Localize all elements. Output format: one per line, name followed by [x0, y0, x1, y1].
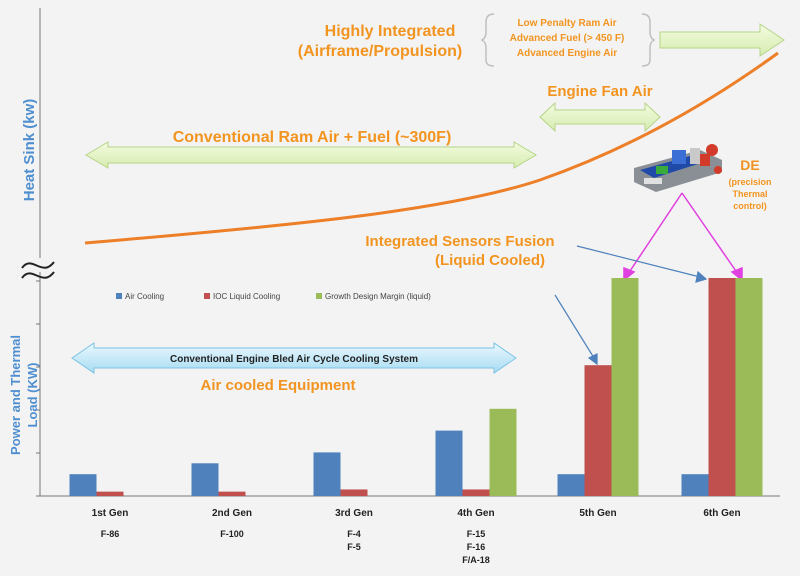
conventional-ram-air-label: Conventional Ram Air + Fuel (~300F): [173, 129, 452, 146]
x-tick-labels: 1st Gen F-86 2nd Gen F-100 3rd Gen F-4 F-5 4th …: [92, 508, 741, 565]
heat-sink-curve: [84, 51, 779, 245]
aircraft-label: F-4: [347, 529, 361, 539]
aircraft-label: F-86: [101, 529, 120, 539]
legend-entry: Growth Design Margin (liquid): [325, 292, 431, 301]
upper-y-label: Heat Sink (kw): [21, 99, 38, 202]
aircraft-label: F-100: [220, 529, 244, 539]
de-pointer-arrows: [623, 192, 743, 282]
x-tick-label: 6th Gen: [703, 508, 740, 519]
bar-ioc-liquid-cooling: [218, 491, 246, 496]
legend-entry: Air Cooling: [125, 292, 164, 301]
bar-air-cooling: [191, 463, 219, 496]
legend-entry: IOC Liquid Cooling: [213, 292, 280, 301]
lower-y-label-line-2: Load (KW): [25, 363, 40, 428]
sensors-pointer-arrows: [554, 245, 708, 366]
legend-swatch: [116, 293, 122, 299]
bar-growth-margin: [735, 278, 763, 496]
bar-ioc-liquid-cooling: [96, 491, 124, 496]
bar-group: [69, 278, 763, 496]
bar-air-cooling: [313, 452, 341, 496]
de-label-title: DE: [740, 157, 759, 173]
bar-growth-margin: [611, 278, 639, 496]
axis-break-mark-bottom: [21, 271, 55, 279]
lower-y-ticks: [36, 280, 40, 497]
legend-swatch: [316, 293, 322, 299]
de-label-line-4: control): [733, 201, 767, 211]
sensors-fusion-label-line-1: Integrated Sensors Fusion: [365, 233, 554, 250]
bar-air-cooling: [435, 430, 463, 496]
bar-ioc-liquid-cooling: [462, 489, 490, 496]
bar-ioc-liquid-cooling: [708, 278, 736, 496]
lower-y-label-line-1: Power and Thermal: [8, 335, 23, 455]
bar-ioc-liquid-cooling: [584, 365, 612, 496]
air-cooled-equipment-label: Air cooled Equipment: [200, 377, 355, 394]
chart-legend: Air Cooling IOC Liquid Cooling Growth Desi…: [116, 292, 431, 301]
advanced-box-line-3: Advanced Engine Air: [517, 48, 617, 59]
bled-air-arrow: [71, 342, 517, 374]
conventional-ram-air-arrow: [85, 141, 537, 169]
advanced-bracket-right: [641, 13, 656, 67]
de-label-line-3: Thermal: [732, 189, 767, 199]
de-device-illustration: [634, 144, 722, 192]
x-tick-label: 5th Gen: [579, 508, 616, 519]
aircraft-label: F-5: [347, 542, 361, 552]
x-tick-label: 2nd Gen: [212, 508, 252, 519]
aircraft-label: F-15: [467, 529, 486, 539]
x-tick-label: 3rd Gen: [335, 508, 373, 519]
bar-air-cooling: [557, 474, 585, 496]
advanced-box-line-1: Low Penalty Ram Air: [517, 18, 616, 29]
advanced-bracket-left: [480, 13, 495, 67]
de-label-line-2: (precision: [728, 177, 771, 187]
engine-fan-air-arrow: [539, 101, 661, 133]
bar-air-cooling: [681, 474, 709, 496]
x-tick-label: 4th Gen: [457, 508, 494, 519]
legend-swatch: [204, 293, 210, 299]
sensors-fusion-label-line-2: (Liquid Cooled): [435, 252, 545, 269]
advanced-box-line-2: Advanced Fuel (> 450 F): [510, 33, 625, 44]
advanced-arrow: [659, 23, 785, 57]
highly-integrated-label-line-1: Highly Integrated: [325, 23, 456, 40]
axis-break-mark-top: [21, 261, 55, 269]
highly-integrated-label-line-2: (Airframe/Propulsion): [298, 43, 462, 60]
bar-growth-margin: [489, 408, 517, 496]
engine-fan-air-label: Engine Fan Air: [547, 83, 652, 100]
aircraft-label: F-16: [467, 542, 486, 552]
bar-air-cooling: [69, 474, 97, 496]
x-tick-label: 1st Gen: [92, 508, 129, 519]
aircraft-label: F/A-18: [462, 555, 490, 565]
bled-air-label: Conventional Engine Bled Air Cycle Cooli…: [170, 354, 418, 365]
bar-ioc-liquid-cooling: [340, 489, 368, 496]
